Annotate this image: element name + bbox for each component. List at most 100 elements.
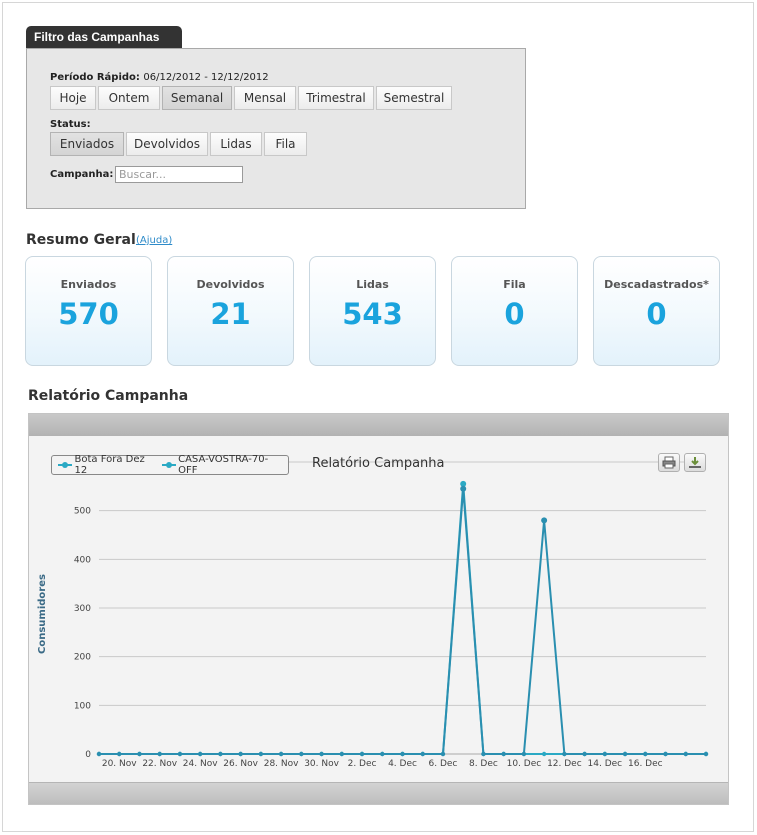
- summary-card-lidas: Lidas 543: [309, 256, 436, 366]
- series-line: [99, 488, 706, 755]
- resumo-title: Resumo Geral: [26, 232, 136, 248]
- filter-panel: Período Rápido: 06/12/2012 - 12/12/2012 …: [26, 48, 526, 209]
- data-point: [460, 485, 467, 492]
- y-tick-label: 400: [74, 555, 91, 565]
- data-point: [299, 751, 304, 757]
- card-value: 570: [58, 297, 119, 331]
- data-point: [683, 751, 688, 757]
- y-tick-label: 300: [74, 604, 91, 614]
- chart-header-bar: [29, 414, 728, 436]
- x-tick-label: 24. Nov: [183, 759, 218, 769]
- summary-card-devolvidos: Devolvidos 21: [167, 256, 294, 366]
- download-icon: [689, 457, 701, 468]
- data-point: [197, 751, 203, 757]
- card-value: 543: [342, 297, 403, 331]
- campaign-search-input[interactable]: [115, 166, 243, 183]
- data-point: [157, 751, 162, 757]
- x-tick-label: 6. Dec: [429, 759, 458, 769]
- summary-card-descadastrados: Descadastrados* 0: [593, 256, 720, 366]
- card-value: 0: [504, 297, 525, 331]
- x-tick-label: 28. Nov: [264, 759, 299, 769]
- card-value: 0: [646, 297, 667, 331]
- period-button-semanal[interactable]: Semanal: [162, 86, 232, 110]
- data-point: [137, 751, 142, 757]
- status-button-lidas[interactable]: Lidas: [210, 132, 262, 156]
- data-point: [117, 751, 122, 757]
- data-point: [521, 751, 527, 757]
- data-point: [278, 751, 284, 757]
- status-button-fila[interactable]: Fila: [264, 132, 307, 156]
- data-point: [460, 480, 467, 487]
- data-point: [582, 751, 587, 757]
- data-point: [562, 751, 567, 757]
- status-button-enviados[interactable]: Enviados: [50, 132, 124, 156]
- status-button-devolvidos[interactable]: Devolvidos: [126, 132, 208, 156]
- x-tick-label: 26. Nov: [223, 759, 258, 769]
- chart-title: Relatório Campanha: [312, 456, 445, 471]
- period-button-hoje[interactable]: Hoje: [50, 86, 96, 110]
- chart-footer-bar: [29, 782, 728, 804]
- data-point: [339, 751, 344, 757]
- help-link[interactable]: (Ajuda): [136, 235, 173, 246]
- period-label-row: Período Rápido: 06/12/2012 - 12/12/2012: [50, 72, 269, 83]
- print-icon: [662, 456, 676, 469]
- data-point: [481, 751, 486, 757]
- y-tick-label: 200: [74, 653, 91, 663]
- card-label: Enviados: [60, 278, 117, 291]
- print-button[interactable]: [658, 453, 680, 472]
- data-point: [622, 751, 628, 757]
- card-label: Descadastrados*: [604, 278, 709, 291]
- legend-item[interactable]: Bota Fora Dez 12: [58, 454, 158, 476]
- data-point: [703, 751, 709, 757]
- x-tick-label: 2. Dec: [348, 759, 377, 769]
- legend-marker-icon: [58, 461, 72, 469]
- download-button[interactable]: [684, 453, 706, 472]
- data-point: [602, 751, 608, 757]
- period-button-trimestral[interactable]: Trimestral: [298, 86, 374, 110]
- data-point: [319, 751, 324, 757]
- card-value: 21: [210, 297, 251, 331]
- y-tick-label: 500: [74, 507, 91, 517]
- chart-legend[interactable]: Bota Fora Dez 12 CASA-VOSTRA-70-OFF: [51, 454, 289, 476]
- data-point: [541, 751, 547, 757]
- period-value: 06/12/2012 - 12/12/2012: [143, 72, 269, 83]
- period-buttons: Hoje Ontem Semanal Mensal Trimestral Sem…: [50, 86, 454, 110]
- summary-card-enviados: Enviados 570: [25, 256, 152, 366]
- data-point: [501, 751, 506, 757]
- card-label: Lidas: [356, 278, 389, 291]
- data-point: [643, 751, 648, 757]
- period-button-mensal[interactable]: Mensal: [234, 86, 296, 110]
- status-label: Status:: [50, 119, 91, 130]
- x-tick-label: 4. Dec: [388, 759, 417, 769]
- data-point: [177, 751, 183, 757]
- period-button-semestral[interactable]: Semestral: [376, 86, 452, 110]
- campaign-label: Campanha:: [50, 169, 114, 180]
- filter-panel-title: Filtro das Campanhas: [26, 26, 182, 48]
- data-point: [96, 751, 102, 757]
- y-axis-label: Consumidores: [37, 574, 48, 654]
- x-tick-label: 30. Nov: [304, 759, 339, 769]
- period-button-ontem[interactable]: Ontem: [98, 86, 160, 110]
- period-label: Período Rápido:: [50, 72, 140, 83]
- legend-item[interactable]: CASA-VOSTRA-70-OFF: [161, 454, 284, 476]
- x-tick-label: 14. Dec: [588, 759, 623, 769]
- data-point: [440, 751, 446, 757]
- x-tick-label: 12. Dec: [547, 759, 582, 769]
- series-line: [99, 483, 706, 755]
- data-point: [420, 751, 425, 757]
- data-point: [218, 751, 223, 757]
- legend-label: Bota Fora Dez 12: [74, 454, 145, 476]
- report-section-title: Relatório Campanha: [28, 388, 189, 404]
- y-tick-label: 100: [74, 701, 91, 711]
- summary-card-fila: Fila 0: [451, 256, 578, 366]
- status-buttons: Enviados Devolvidos Lidas Fila: [50, 132, 309, 156]
- y-tick-label: 0: [85, 750, 91, 760]
- data-point: [541, 517, 548, 524]
- card-label: Devolvidos: [196, 278, 265, 291]
- legend-label: CASA-VOSTRA-70-OFF: [178, 454, 269, 476]
- legend-marker-icon: [161, 461, 176, 469]
- data-point: [359, 751, 365, 757]
- card-label: Fila: [503, 278, 526, 291]
